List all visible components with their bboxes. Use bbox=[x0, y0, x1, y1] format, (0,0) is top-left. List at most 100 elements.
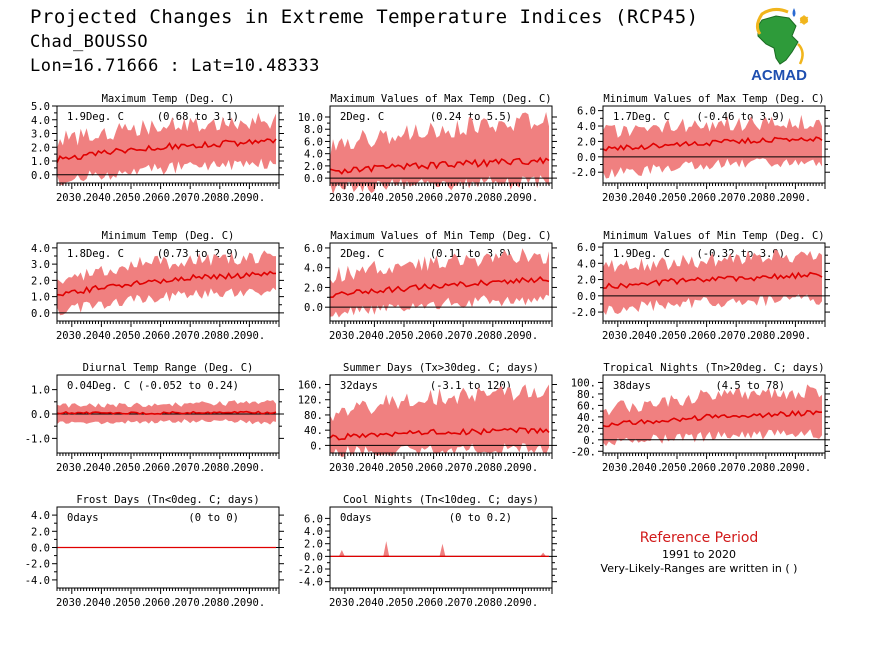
plot-frame bbox=[329, 506, 553, 589]
x-tick-label: 2030. bbox=[56, 597, 88, 609]
station-name: Chad_BOUSSO bbox=[30, 32, 149, 52]
y-tick-label: 0.0 bbox=[31, 308, 50, 320]
logo-text: ACMAD bbox=[751, 67, 807, 84]
y-tick-label: 0.0 bbox=[577, 291, 596, 303]
chart-panel: Tropical Nights (Tn>20deg. C; days) 38day… bbox=[571, 362, 830, 474]
y-tick-label: 4.0 bbox=[304, 526, 323, 538]
y-tick-label: 60. bbox=[577, 400, 596, 412]
chart-title: Minimum Temp (Deg. C) bbox=[102, 230, 235, 242]
mean-change-line bbox=[603, 271, 823, 289]
very-likely-range-band bbox=[57, 112, 276, 186]
reference-period-title: Reference Period bbox=[639, 530, 759, 546]
y-tick-label: 0. bbox=[583, 435, 596, 447]
x-tick-label: 2090. bbox=[780, 192, 812, 204]
chart-range-label: (-0.052 to 0.24) bbox=[138, 380, 239, 392]
y-tick-label: 3.0 bbox=[31, 259, 50, 271]
chart-panel: Cool Nights (Tn<10deg. C; days) 0days (0 t… bbox=[298, 494, 557, 609]
y-tick-label: -2.0 bbox=[571, 307, 596, 319]
chart-panel: Diurnal Temp Range (Deg. C) 0.04Deg. C (-0… bbox=[25, 362, 284, 474]
x-tick-label: 2030. bbox=[329, 462, 361, 474]
x-tick-label: 2030. bbox=[329, 597, 361, 609]
x-tick-label: 2050. bbox=[661, 462, 693, 474]
y-tick-label: 120. bbox=[298, 395, 323, 407]
x-tick-label: 2030. bbox=[329, 192, 361, 204]
x-tick-label: 2030. bbox=[329, 330, 361, 342]
plot-frame bbox=[602, 242, 826, 322]
mean-change-line bbox=[56, 138, 277, 164]
x-tick-label: 2040. bbox=[359, 192, 391, 204]
chart-range-label: (4.5 to 78) bbox=[715, 380, 785, 392]
x-tick-label: 2030. bbox=[56, 192, 88, 204]
x-tick-label: 2070. bbox=[174, 330, 206, 342]
chart-range-label: (0 to 0) bbox=[188, 512, 239, 524]
x-tick-label: 2050. bbox=[388, 192, 420, 204]
x-tick-label: 2040. bbox=[632, 462, 664, 474]
x-tick-label: 2090. bbox=[234, 462, 266, 474]
y-tick-label: -2.0 bbox=[571, 167, 596, 179]
very-likely-range-band bbox=[330, 384, 549, 458]
chart-range-label: (0.73 to 2.9) bbox=[157, 248, 239, 260]
y-tick-label: 0.0 bbox=[304, 302, 323, 314]
x-tick-label: 2040. bbox=[86, 192, 118, 204]
chart-title: Tropical Nights (Tn>20deg. C; days) bbox=[603, 362, 824, 374]
y-tick-label: 2.0 bbox=[577, 275, 596, 287]
x-tick-label: 2030. bbox=[56, 330, 88, 342]
x-tick-label: 2040. bbox=[86, 462, 118, 474]
chart-value-label: 38days bbox=[613, 380, 651, 392]
y-tick-label: 4.0 bbox=[31, 243, 50, 255]
chart-panel: Frost Days (Tn<0deg. C; days) 0days (0 to … bbox=[25, 494, 284, 609]
chart-value-label: 1.7Deg. C bbox=[613, 111, 670, 123]
chart-value-label: 1.9Deg. C bbox=[67, 111, 124, 123]
y-tick-label: 2.0 bbox=[577, 136, 596, 148]
y-tick-label: 5.0 bbox=[31, 101, 50, 113]
y-tick-label: 3.0 bbox=[31, 129, 50, 141]
x-tick-label: 2090. bbox=[507, 597, 539, 609]
mean-change-line bbox=[329, 156, 550, 175]
very-likely-range-band bbox=[330, 112, 549, 195]
y-tick-label: -2.0 bbox=[25, 559, 50, 571]
chart-title: Maximum Values of Min Temp (Deg. C) bbox=[330, 230, 551, 242]
mean-change-line bbox=[602, 409, 822, 428]
y-tick-label: 4.0 bbox=[304, 149, 323, 161]
x-tick-label: 2060. bbox=[418, 192, 450, 204]
y-tick-label: -4.0 bbox=[298, 577, 323, 589]
chart-range-label: (-3.1 to 120) bbox=[430, 380, 512, 392]
x-tick-label: 2040. bbox=[359, 330, 391, 342]
chart-panel: Maximum Temp (Deg. C) 1.9Deg. C (0.68 to 3… bbox=[31, 93, 284, 204]
y-tick-label: 2.0 bbox=[304, 161, 323, 173]
station-coords: Lon=16.71666 : Lat=10.48333 bbox=[30, 56, 320, 76]
y-tick-label: 2.0 bbox=[31, 275, 50, 287]
x-tick-label: 2050. bbox=[388, 597, 420, 609]
range-peak bbox=[439, 543, 446, 557]
x-tick-label: 2080. bbox=[204, 597, 236, 609]
x-tick-label: 2040. bbox=[632, 330, 664, 342]
x-tick-label: 2090. bbox=[234, 597, 266, 609]
y-tick-label: 0.0 bbox=[304, 173, 323, 185]
y-tick-label: 0. bbox=[310, 440, 323, 452]
x-tick-label: 2030. bbox=[602, 462, 634, 474]
mean-change-line bbox=[56, 270, 277, 297]
x-tick-label: 2060. bbox=[145, 330, 177, 342]
x-tick-label: 2080. bbox=[750, 462, 782, 474]
x-tick-label: 2060. bbox=[418, 462, 450, 474]
y-tick-label: 6.0 bbox=[304, 513, 323, 525]
chart-value-label: 0.04Deg. C bbox=[67, 380, 130, 392]
x-tick-label: 2050. bbox=[115, 330, 147, 342]
x-tick-label: 2030. bbox=[56, 462, 88, 474]
x-tick-label: 2070. bbox=[174, 192, 206, 204]
plot-frame bbox=[56, 105, 280, 184]
y-tick-label: 2.0 bbox=[31, 526, 50, 538]
very-likely-range-band bbox=[603, 249, 822, 315]
y-tick-label: 80. bbox=[304, 410, 323, 422]
very-likely-range-band bbox=[603, 114, 822, 179]
plot-frame bbox=[329, 105, 553, 184]
x-tick-label: 2080. bbox=[477, 330, 509, 342]
y-tick-label: 40. bbox=[577, 412, 596, 424]
africa-map-logo-icon bbox=[755, 7, 809, 65]
chart-value-label: 32days bbox=[340, 380, 378, 392]
y-tick-label: 0.0 bbox=[577, 152, 596, 164]
x-tick-label: 2090. bbox=[780, 462, 812, 474]
chart-title: Diurnal Temp Range (Deg. C) bbox=[83, 362, 254, 374]
y-tick-label: 6.0 bbox=[304, 243, 323, 255]
